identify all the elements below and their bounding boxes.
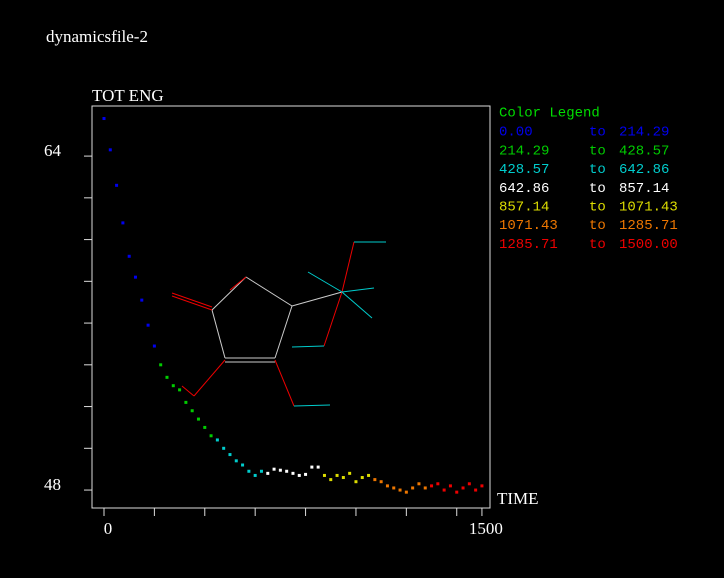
data-point [455,490,459,494]
data-point [385,484,389,488]
legend-from: 428.57 [499,162,549,178]
legend-separator: to [589,125,606,141]
legend-to: 1071.43 [619,200,678,216]
data-point [278,468,282,472]
data-point [436,482,440,486]
legend-separator: to [589,143,606,159]
data-point [259,469,263,473]
legend-title: Color Legend [499,106,600,122]
legend-to: 428.57 [619,143,669,159]
data-point [115,183,119,187]
data-point [140,298,144,302]
data-point [291,471,295,475]
data-point [348,471,352,475]
data-point [367,473,371,477]
legend-separator: to [589,237,606,253]
data-point [304,472,308,476]
data-point [316,465,320,469]
data-point [215,438,219,442]
data-point [392,486,396,490]
data-point [234,459,238,463]
molecule [171,241,386,407]
data-point [480,484,484,488]
data-point [285,469,289,473]
legend-to: 214.29 [619,125,669,141]
data-point [209,434,213,438]
data-point [474,488,478,492]
legend-to: 642.86 [619,162,669,178]
data-point [222,446,226,450]
data-point [423,486,427,490]
legend-separator: to [589,162,606,178]
data-point [228,453,232,457]
data-point [322,473,326,477]
legend-from: 0.00 [499,125,533,141]
legend-from: 214.29 [499,143,549,159]
data-point [190,409,194,413]
data-point [241,463,245,467]
data-point [417,482,421,486]
legend-to: 1285.71 [619,218,678,234]
chart-title: dynamicsfile-2 [46,27,148,46]
data-point [442,488,446,492]
legend-separator: to [589,200,606,216]
plot-frame [91,105,491,509]
data-point [404,490,408,494]
data-point [467,482,471,486]
data-point [461,486,465,490]
x-tick-label: 0 [104,519,113,538]
legend-to: 1500.00 [619,237,678,253]
data-point [127,254,131,258]
data-point [354,480,358,484]
y-tick-label: 64 [44,141,62,160]
legend-from: 642.86 [499,181,549,197]
data-point [341,476,345,480]
data-point [121,221,125,225]
data-point [102,117,106,121]
legend-to: 857.14 [619,181,669,197]
data-point [360,476,364,480]
data-point [266,471,270,475]
data-point [171,384,175,388]
legend-separator: to [589,218,606,234]
data-point [178,388,182,392]
data-point [165,375,169,379]
data-point [335,473,339,477]
data-point [310,465,314,469]
x-tick-label: 1500 [469,519,503,538]
data-point [108,148,112,152]
data-point [159,363,163,367]
data-point [133,275,137,279]
data-point [379,480,383,484]
data-point [247,469,251,473]
y-tick-label: 48 [44,475,61,494]
data-point [398,488,402,492]
data-point [297,473,301,477]
data-point [411,486,415,490]
data-point [272,467,276,471]
data-point [253,473,257,477]
legend-from: 1285.71 [499,237,558,253]
data-point [146,323,150,327]
legend-from: 1071.43 [499,218,558,234]
data-point [152,344,156,348]
data-point [430,484,434,488]
data-point [329,478,333,482]
data-point [196,417,200,421]
legend-from: 857.14 [499,200,549,216]
x-axis-label: TIME [497,489,539,508]
y-axis-label: TOT ENG [92,86,164,105]
data-point [373,478,377,482]
data-point [203,425,207,429]
data-point [448,484,452,488]
legend-separator: to [589,181,606,197]
data-point [184,400,188,404]
